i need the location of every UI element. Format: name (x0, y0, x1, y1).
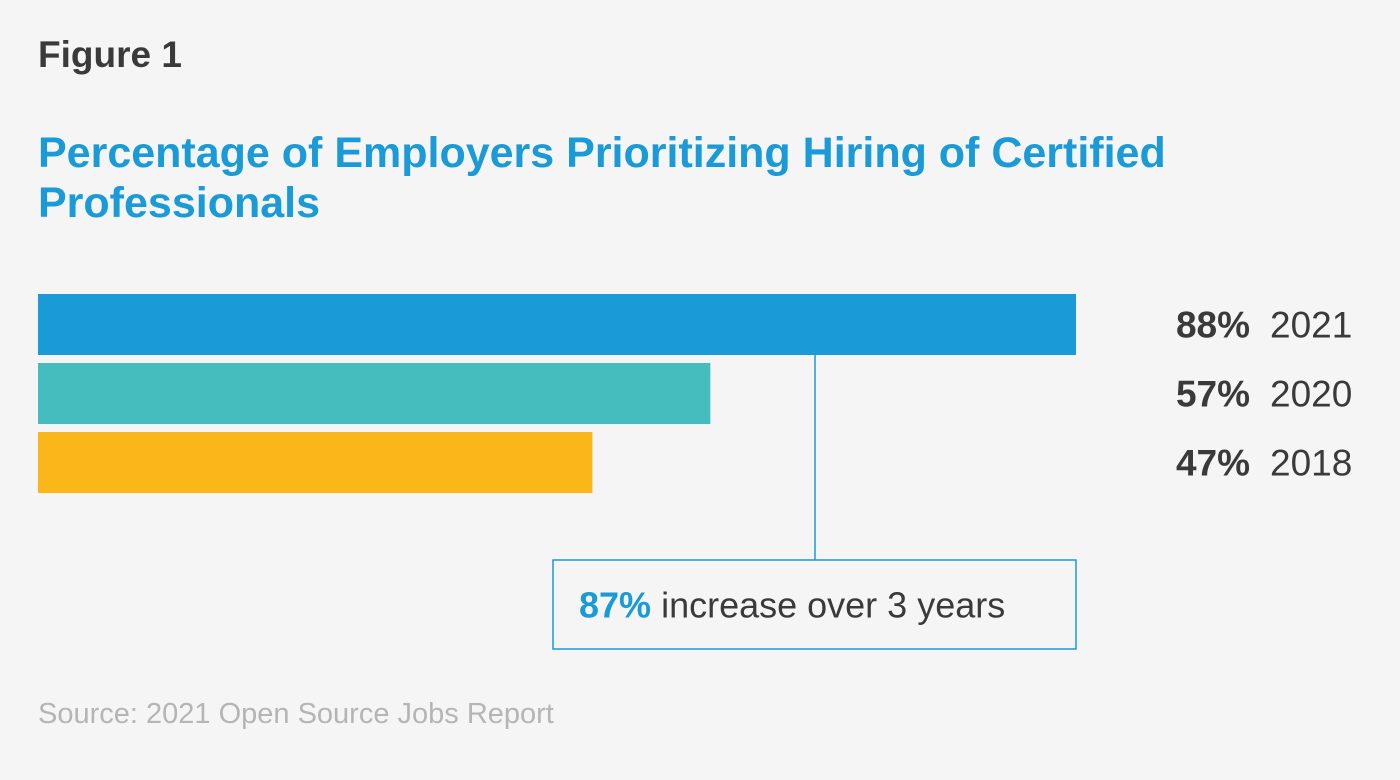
figure-label: Figure 1 (38, 34, 182, 75)
annotation-box (552, 559, 1077, 650)
category-label-2018: 2018 (1270, 443, 1352, 484)
annotation-highlight: 87% (579, 585, 651, 626)
chart-title: Percentage of Employers Prioritizing Hir… (38, 129, 1166, 227)
category-label-2020: 2020 (1270, 374, 1352, 415)
value-label-2020: 57% (1176, 374, 1250, 415)
bar-2021 (38, 294, 1076, 355)
bar-2018 (38, 432, 593, 493)
category-label-2021: 2021 (1270, 305, 1352, 346)
annotation-text: 87% increase over 3 years (579, 585, 1005, 626)
value-label-2018: 47% (1176, 443, 1250, 484)
annotation-description: increase over 3 years (651, 585, 1005, 626)
value-label-2021: 88% (1176, 305, 1250, 346)
bar-2020 (38, 363, 711, 424)
source-note: Source: 2021 Open Source Jobs Report (38, 698, 554, 730)
